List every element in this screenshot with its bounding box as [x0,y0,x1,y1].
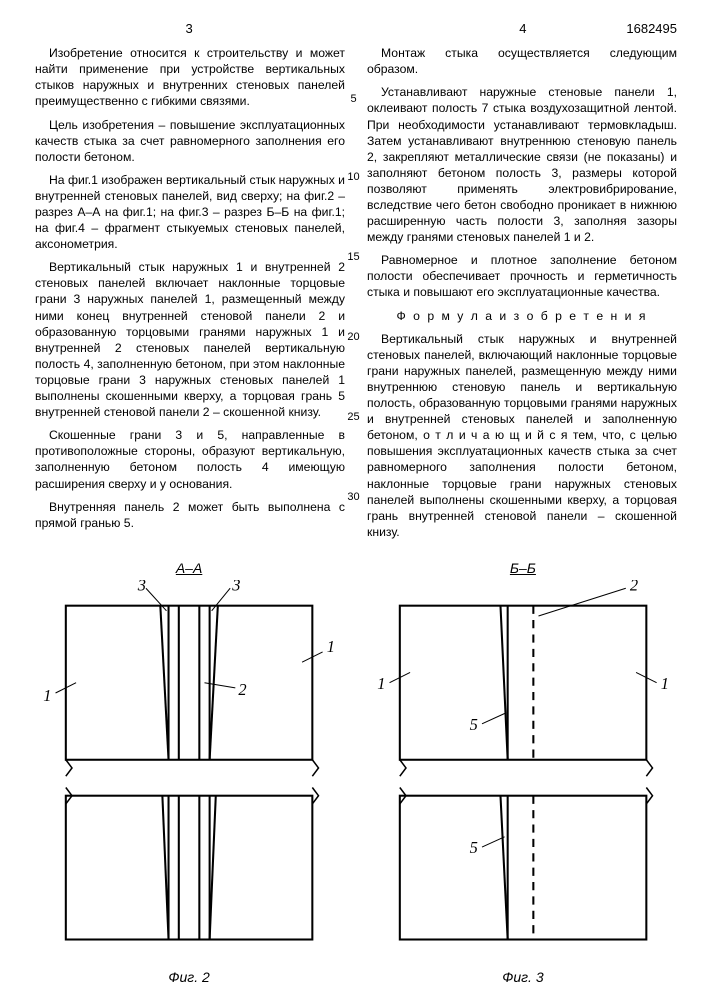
fig3-svg: 2 1 1 5 5 [369,580,677,960]
line-marker: 5 [350,92,356,107]
figures-row: А–А [35,559,677,987]
para: Монтаж стыка осуществляется следующим об… [367,45,677,77]
para: Скошенные грани 3 и 5, направленные в пр… [35,427,345,491]
callout: 2 [630,580,638,594]
para: Цель изобретения – повышение эксплуатаци… [35,117,345,165]
callout: 5 [470,715,478,734]
para: На фиг.1 изображен вертикальный стык нар… [35,172,345,252]
para: Вертикальный стык наружных 1 и внутренне… [35,259,345,420]
figure-2: А–А [35,559,343,987]
claims-heading: Ф о р м у л а и з о б р е т е н и я [367,308,677,324]
left-column: Изобретение относится к строительству и … [35,45,345,547]
fig2-svg: 3 3 1 1 2 [35,580,343,960]
callout: 1 [43,687,51,706]
figure-3: Б–Б [369,559,677,987]
callout: 5 [470,839,478,858]
line-marker: 10 [347,170,359,185]
right-column: Монтаж стыка осуществляется следующим об… [367,45,677,547]
para: Изобретение относится к строительству и … [35,45,345,109]
fig2-caption: Фиг. 2 [35,968,343,986]
patent-number: 1682495 [626,20,677,37]
page-num-left: 3 [35,20,343,37]
callout: 1 [661,674,669,693]
line-marker: 20 [347,330,359,345]
page-number-row: 3 4 [35,20,677,37]
para: Устанавливают наружные стеновые панели 1… [367,84,677,245]
callout: 3 [231,580,240,594]
callout: 1 [377,674,385,693]
callout: 3 [137,580,146,594]
section-label-aa: А–А [35,559,343,577]
para: Вертикальный стык наружных и внутренней … [367,331,677,540]
line-marker: 25 [347,410,359,425]
fig3-caption: Фиг. 3 [369,968,677,986]
para: Равномерное и плотное заполнение бетоном… [367,252,677,300]
section-label-bb: Б–Б [369,559,677,577]
callout: 1 [327,637,335,656]
text-columns: Изобретение относится к строительству и … [35,45,677,547]
line-marker: 30 [347,490,359,505]
line-marker: 15 [347,250,359,265]
para: Внутренняя панель 2 может быть выполнена… [35,499,345,531]
callout: 2 [238,680,246,699]
